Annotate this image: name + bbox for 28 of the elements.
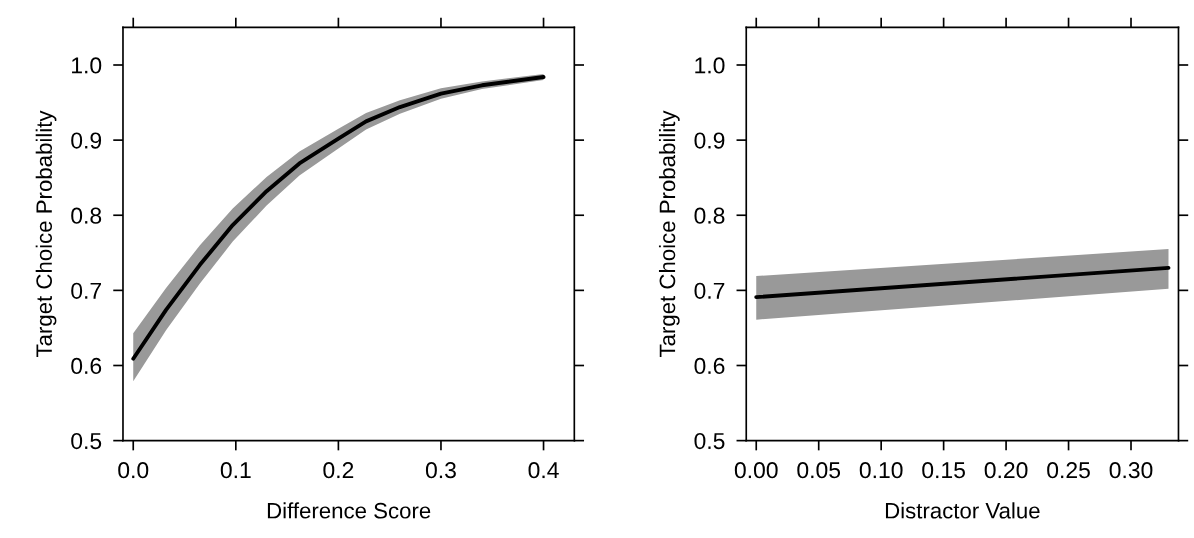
- y-tick-label: 0.6: [694, 357, 725, 375]
- x-tick-label: 0.1: [220, 462, 251, 479]
- y-tick-label: 0.5: [71, 432, 102, 450]
- y-tick-label: 0.5: [694, 432, 725, 450]
- x-tick-label: 0.10: [859, 462, 903, 479]
- x-axis-title: Distractor Value: [885, 502, 1040, 519]
- y-axis-title: Target Choice Probability: [35, 110, 57, 358]
- y-tick-label: 0.7: [694, 282, 725, 299]
- x-tick-label: 0.25: [1047, 462, 1090, 479]
- x-tick-label: 0.30: [1109, 462, 1153, 479]
- x-tick-label: 0.3: [425, 462, 456, 479]
- y-tick-label: 0.7: [71, 282, 101, 299]
- x-tick-label: 0.15: [922, 462, 965, 479]
- y-tick-label: 0.8: [694, 207, 725, 224]
- y-tick-label: 0.6: [71, 357, 102, 375]
- x-tick-label: 0.0: [118, 462, 149, 479]
- x-tick-label: 0.05: [797, 462, 841, 479]
- x-axis-title: Difference Score: [267, 502, 431, 519]
- y-tick-label: 1.0: [695, 57, 725, 74]
- x-tick-label: 0.00: [734, 462, 778, 479]
- x-tick-label: 0.4: [528, 462, 559, 479]
- y-tick-label: 1.0: [72, 57, 102, 74]
- y-axis-title: Target Choice Probability: [658, 110, 680, 358]
- x-tick-label: 0.2: [323, 462, 354, 479]
- y-tick-label: 0.8: [71, 207, 102, 224]
- y-tick-label: 0.9: [71, 132, 102, 149]
- x-tick-label: 0.20: [984, 462, 1028, 479]
- y-tick-label: 0.9: [694, 132, 725, 149]
